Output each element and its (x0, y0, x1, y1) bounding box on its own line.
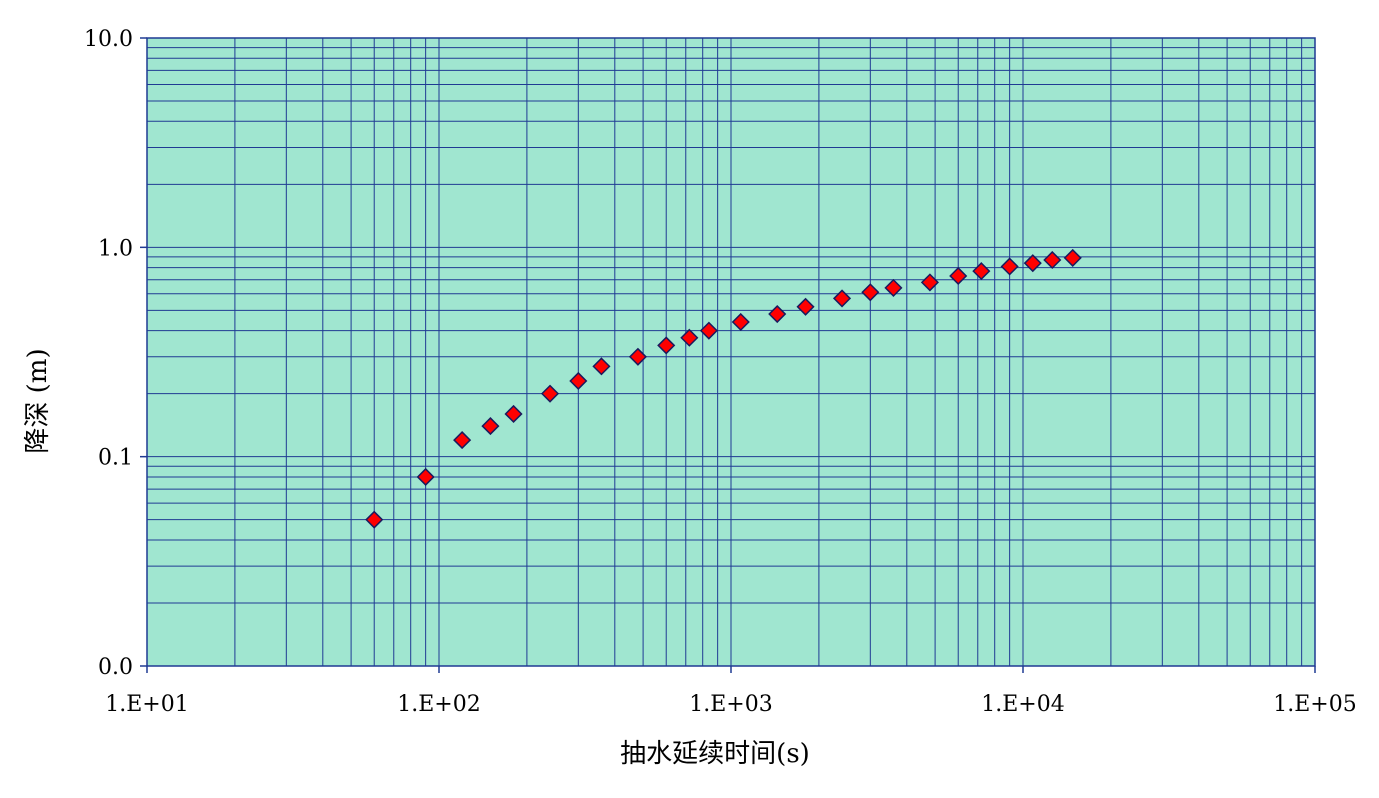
data-points (365, 248, 1082, 529)
data-point (920, 273, 939, 292)
y-tick-labels: 0.0 0.1 1.0 10.0 (84, 27, 133, 680)
data-point (453, 431, 472, 450)
data-point (416, 467, 435, 487)
data-point (972, 262, 991, 281)
data-point (731, 312, 750, 332)
y-tick-label: 10.0 (84, 27, 133, 52)
data-point (569, 371, 588, 391)
data-point (365, 510, 384, 529)
data-point (699, 321, 718, 340)
x-axis-title: 抽水延续时间(s) (620, 739, 810, 769)
x-tick-label: 1.E+04 (981, 692, 1064, 717)
y-tick-label: 0.0 (98, 655, 133, 680)
data-point (884, 278, 903, 297)
data-point (861, 283, 880, 302)
x-tick-label: 1.E+05 (1273, 692, 1356, 717)
axis-ticks (140, 37, 1316, 673)
data-point (1043, 250, 1062, 270)
data-point (1063, 248, 1082, 267)
data-point (540, 384, 560, 403)
x-tick-label: 1.E+01 (105, 692, 188, 717)
y-tick-label: 0.1 (98, 446, 133, 471)
data-point (1023, 254, 1042, 273)
data-point (628, 347, 647, 366)
data-point (592, 357, 611, 376)
data-point (657, 336, 676, 355)
grid-lines (146, 38, 1315, 667)
y-axis-title: 降深 (m) (23, 348, 53, 453)
data-point (680, 328, 699, 347)
data-point (481, 417, 500, 436)
data-point (1000, 257, 1019, 276)
y-tick-label: 1.0 (98, 236, 133, 261)
x-tick-labels: 1.E+01 1.E+02 1.E+03 1.E+04 1.E+05 (105, 692, 1356, 717)
data-point (504, 404, 523, 423)
data-point (949, 266, 968, 286)
data-point (832, 289, 852, 308)
x-tick-label: 1.E+02 (397, 692, 480, 717)
data-point (796, 297, 815, 316)
data-point (768, 304, 787, 324)
x-tick-label: 1.E+03 (689, 692, 772, 717)
